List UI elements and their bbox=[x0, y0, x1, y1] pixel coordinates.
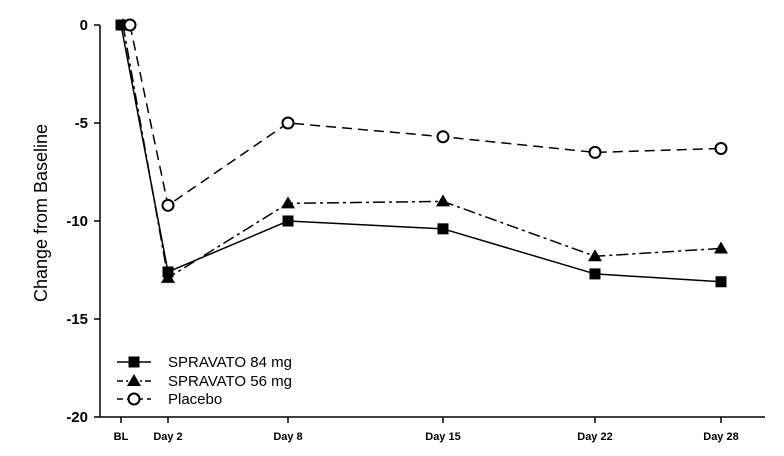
legend-marker bbox=[127, 374, 141, 386]
x-tick-label: Day 28 bbox=[703, 431, 738, 443]
legend-label: SPRAVATO 84 mg bbox=[168, 354, 292, 371]
legend-label: SPRAVATO 56 mg bbox=[168, 373, 292, 390]
series-markers bbox=[115, 18, 728, 288]
data-point-marker bbox=[281, 196, 295, 209]
x-tick-label: Day 22 bbox=[577, 431, 612, 443]
data-point-marker bbox=[588, 145, 602, 159]
data-point-marker bbox=[282, 215, 294, 227]
legend-marker bbox=[128, 356, 140, 368]
series-lines bbox=[120, 24, 722, 283]
y-tick-label: -5 bbox=[75, 115, 88, 132]
x-tick-label: Day 2 bbox=[153, 431, 182, 443]
data-point-marker bbox=[123, 18, 137, 32]
x-tick-label: BL bbox=[114, 431, 129, 443]
legend-label: Placebo bbox=[168, 391, 222, 408]
data-point-marker bbox=[436, 130, 450, 144]
data-point-marker bbox=[589, 268, 601, 280]
data-point-marker bbox=[588, 249, 602, 262]
series-line-2 bbox=[129, 24, 722, 207]
data-point-marker bbox=[281, 116, 295, 130]
y-ticks: 0 -5 -10 -15 -20 bbox=[66, 17, 100, 426]
data-point-marker bbox=[714, 141, 728, 155]
y-tick-label: -20 bbox=[66, 409, 88, 426]
x-tick-label: Day 8 bbox=[273, 431, 302, 443]
legend-marker bbox=[127, 392, 141, 406]
series-line-1 bbox=[122, 24, 722, 280]
x-ticks: BL Day 2 Day 8 Day 15 Day 22 Day 28 bbox=[114, 417, 739, 443]
data-point-marker bbox=[437, 223, 449, 235]
data-point-marker bbox=[161, 270, 175, 283]
y-tick-label: 0 bbox=[80, 17, 88, 34]
data-point-marker bbox=[436, 194, 450, 207]
y-tick-label: -15 bbox=[66, 311, 88, 328]
series-line-0 bbox=[120, 24, 722, 283]
data-point-marker bbox=[161, 198, 175, 212]
y-axis-title: Change from Baseline bbox=[31, 124, 51, 302]
data-point-marker bbox=[714, 241, 728, 254]
y-tick-label: -10 bbox=[66, 213, 88, 230]
data-point-marker bbox=[715, 276, 727, 288]
x-tick-label: Day 15 bbox=[425, 431, 460, 443]
